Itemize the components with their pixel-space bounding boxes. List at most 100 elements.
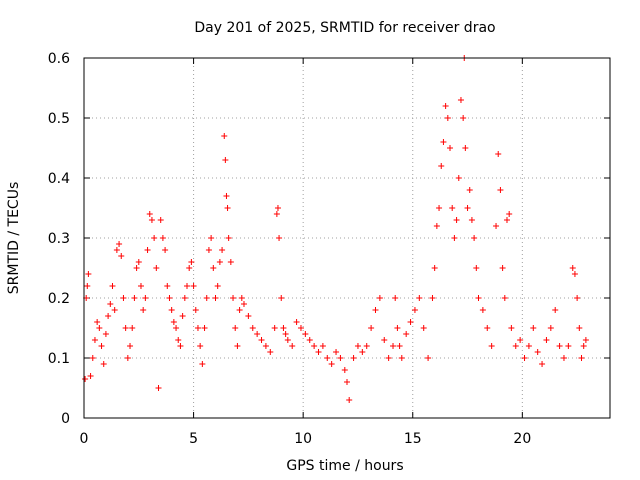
data-point [199, 361, 206, 367]
data-point [282, 331, 289, 337]
data-point [503, 217, 510, 223]
x-tick-label: 15 [404, 431, 422, 447]
x-tick-label: 20 [513, 431, 531, 447]
data-point [462, 145, 469, 151]
data-point [184, 283, 191, 289]
data-point [403, 331, 410, 337]
data-point [225, 235, 232, 241]
data-point [525, 343, 532, 349]
data-point [315, 349, 322, 355]
data-point [571, 271, 578, 277]
data-point [517, 337, 524, 343]
data-point [267, 349, 274, 355]
data-point [175, 337, 182, 343]
data-point [177, 343, 184, 349]
data-point [372, 307, 379, 313]
y-tick-labels: 0 0.1 0.2 0.3 0.4 0.5 0.6 [48, 51, 70, 427]
data-point [368, 325, 375, 331]
data-point [273, 211, 280, 217]
data-points [82, 55, 589, 403]
data-point [539, 361, 546, 367]
data-point [582, 337, 589, 343]
data-point [210, 265, 217, 271]
data-point [157, 217, 164, 223]
data-point [385, 355, 392, 361]
data-point [203, 295, 210, 301]
data-point [98, 343, 105, 349]
y-tick-label: 0.6 [48, 51, 70, 67]
data-point [466, 187, 473, 193]
data-point [488, 343, 495, 349]
data-point [151, 235, 158, 241]
data-point [453, 217, 460, 223]
data-point [166, 295, 173, 301]
data-point [376, 295, 383, 301]
data-point [208, 235, 215, 241]
data-point [328, 361, 335, 367]
data-point [142, 295, 149, 301]
data-point [569, 265, 576, 271]
data-point [164, 283, 171, 289]
x-tick-label: 5 [189, 431, 198, 447]
data-point [394, 325, 401, 331]
data-point [471, 235, 478, 241]
data-point [234, 343, 241, 349]
data-point [416, 295, 423, 301]
data-point [390, 343, 397, 349]
data-point [192, 307, 199, 313]
data-point [170, 319, 177, 325]
data-point [85, 271, 92, 277]
data-point [433, 223, 440, 229]
data-point [89, 355, 96, 361]
data-point [580, 343, 587, 349]
data-point [212, 295, 219, 301]
data-point [238, 295, 245, 301]
data-point [429, 295, 436, 301]
data-point [105, 313, 112, 319]
data-point [449, 205, 456, 211]
data-point [190, 283, 197, 289]
data-point [254, 331, 261, 337]
data-point [271, 325, 278, 331]
data-point [162, 247, 169, 253]
data-point [464, 205, 471, 211]
data-point [344, 379, 350, 385]
data-point [201, 325, 208, 331]
data-point [240, 301, 247, 307]
data-point [440, 139, 447, 145]
data-point [521, 355, 528, 361]
y-tick-label: 0.2 [48, 291, 70, 307]
data-point [148, 217, 155, 223]
data-point [560, 355, 567, 361]
data-point [501, 295, 508, 301]
x-axis-label: GPS time / hours [286, 458, 403, 474]
data-point [565, 343, 572, 349]
data-point [222, 157, 229, 163]
data-point [297, 325, 304, 331]
data-point [556, 343, 563, 349]
data-point [131, 295, 138, 301]
data-point [135, 259, 142, 265]
data-point [84, 283, 91, 289]
data-point [111, 307, 118, 313]
data-point [236, 307, 243, 313]
data-point [574, 295, 581, 301]
data-point [216, 259, 223, 265]
data-point [107, 301, 114, 307]
data-point [129, 325, 136, 331]
data-point [96, 325, 103, 331]
data-point [144, 247, 151, 253]
data-point [100, 361, 107, 367]
data-point [363, 343, 370, 349]
data-point [219, 247, 226, 253]
data-point [442, 103, 449, 109]
data-point [576, 325, 583, 331]
data-point [173, 325, 180, 331]
data-point [479, 307, 486, 313]
data-point [102, 331, 109, 337]
data-point [155, 385, 162, 391]
data-point [118, 253, 125, 259]
data-point [436, 205, 443, 211]
data-point [274, 205, 281, 211]
